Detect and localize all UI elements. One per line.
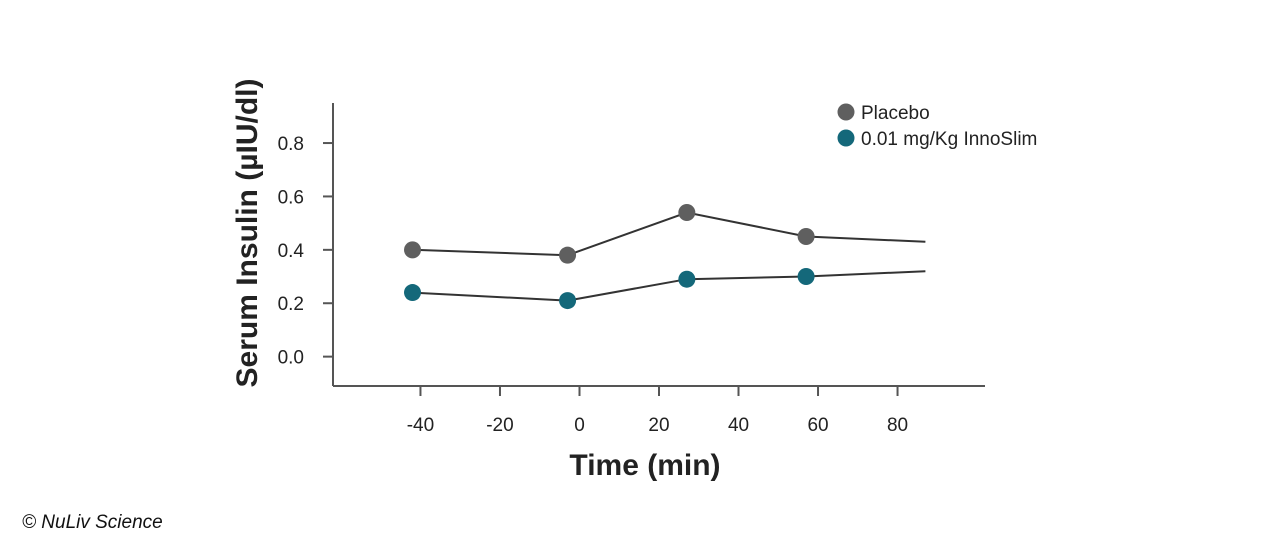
- data-point: [678, 270, 696, 288]
- y-tick-label: 0.6: [278, 187, 304, 208]
- x-tick-label: 0: [574, 415, 585, 436]
- legend-label: Placebo: [861, 103, 930, 124]
- y-tick-label: 0.2: [278, 294, 304, 315]
- series-line-0: [412, 211, 926, 257]
- data-point: [797, 268, 815, 286]
- x-tick-label: -20: [486, 415, 513, 436]
- copyright-notice: © NuLiv Science: [22, 512, 163, 533]
- x-tick-label: 20: [648, 415, 669, 436]
- x-tick-label: -40: [407, 415, 434, 436]
- data-point: [559, 246, 577, 264]
- legend-label: 0.01 mg/Kg InnoSlim: [861, 129, 1037, 150]
- x-tick-label: 80: [887, 415, 908, 436]
- x-tick-label: 60: [807, 415, 828, 436]
- x-axis-title: Time (min): [569, 449, 720, 482]
- y-tick-label: 0.4: [278, 241, 305, 262]
- y-axis-title: Serum Insulin (µIU/dl): [231, 79, 264, 388]
- legend-marker: [837, 129, 855, 147]
- data-point: [797, 227, 815, 245]
- y-tick-label: 0.8: [278, 134, 304, 155]
- data-point: [678, 203, 696, 221]
- data-point: [404, 284, 422, 302]
- series-line-1: [412, 270, 926, 302]
- x-tick-label: 40: [728, 415, 749, 436]
- y-tick-label: 0.0: [278, 348, 304, 369]
- data-point: [404, 241, 422, 259]
- data-point: [559, 292, 577, 310]
- legend-marker: [837, 103, 855, 121]
